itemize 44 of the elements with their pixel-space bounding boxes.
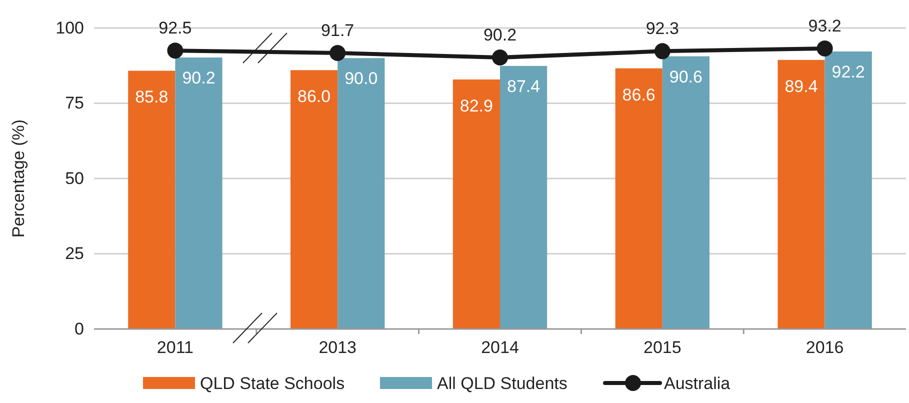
point	[167, 42, 184, 59]
data-label: 82.9	[460, 96, 493, 116]
data-label: 92.3	[646, 19, 679, 38]
bar	[175, 58, 222, 329]
data-label: 86.6	[622, 85, 656, 104]
x-tick-label: 2011	[156, 338, 194, 358]
data-label: 90.2	[182, 68, 216, 88]
bar	[128, 70, 176, 329]
data-label: 92.2	[832, 62, 865, 82]
point	[330, 44, 346, 61]
bar	[452, 79, 500, 329]
x-tick-label: 2015	[643, 338, 682, 358]
x-tick-label: 2016	[806, 338, 844, 358]
data-label: 85.8	[135, 88, 168, 107]
bar	[338, 58, 385, 329]
bar	[662, 56, 710, 329]
y-tick-label: 25	[65, 244, 84, 264]
y-tick-label: 50	[65, 168, 84, 188]
legend-label: QLD State Schools	[200, 374, 345, 393]
data-label: 90.0	[344, 69, 378, 88]
legend-label: All QLD Students	[437, 374, 568, 393]
point	[654, 43, 670, 60]
point	[816, 40, 833, 56]
data-label: 90.2	[483, 26, 517, 44]
data-label: 89.4	[784, 76, 818, 96]
point	[492, 50, 508, 66]
x-tick-label: 2014	[481, 338, 519, 358]
x-tick-label: 2013	[318, 338, 357, 358]
bar	[290, 70, 338, 329]
data-label: 87.4	[507, 76, 540, 96]
data-label: 91.7	[321, 20, 354, 40]
y-axis-title: Percentage (%)	[9, 119, 28, 238]
y-tick-label: 0	[74, 319, 84, 338]
bar	[824, 51, 872, 329]
bar	[778, 60, 825, 329]
data-label: 92.5	[158, 18, 192, 38]
legend-label: Australia	[664, 374, 731, 393]
bar	[615, 68, 662, 329]
data-label: 86.0	[298, 87, 331, 106]
y-tick-label: 75	[65, 94, 84, 113]
data-label: 93.2	[808, 16, 842, 36]
data-label: 90.6	[669, 67, 702, 86]
bar	[500, 66, 548, 329]
y-tick-label: 100	[56, 18, 84, 38]
